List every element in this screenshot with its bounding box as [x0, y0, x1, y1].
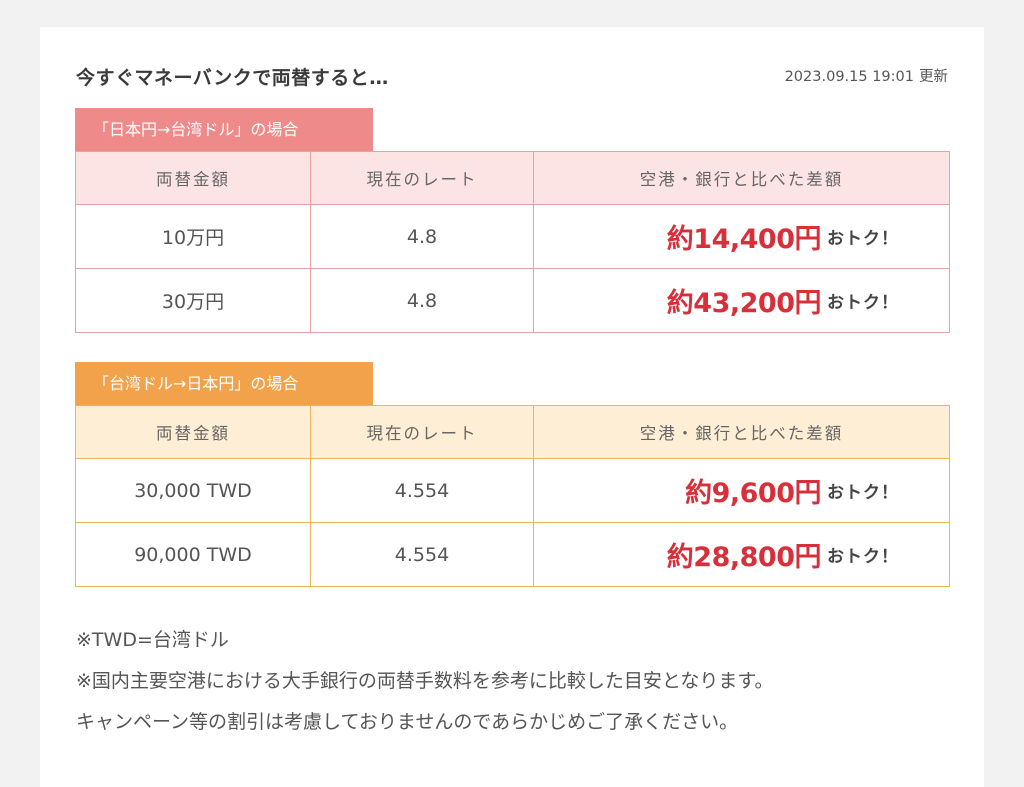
column-header-saving: 空港・銀行と比べた差額: [533, 405, 950, 459]
saving-suffix: おトク！: [827, 483, 899, 503]
page-title: 今すぐマネーバンクで両替すると…: [76, 67, 389, 89]
section-tab-twd-to-jpy: 「台湾ドル→日本円」の場合: [75, 362, 373, 405]
column-header-amount: 両替金額: [75, 405, 311, 459]
column-header-amount: 両替金額: [75, 151, 311, 205]
section-jpy-to-twd: 「日本円→台湾ドル」の場合 両替金額 現在のレート 空港・銀行と比べた差額 10…: [75, 108, 950, 333]
footnotes: ※TWD=台湾ドル ※国内主要空港における大手銀行の両替手数料を参考に比較した目…: [76, 625, 956, 748]
cell-saving: 約14,400円 おトク！: [533, 204, 950, 269]
table-row: 10万円 4.8 約14,400円 おトク！: [75, 204, 950, 269]
card-header: 今すぐマネーバンクで両替すると… 2023.09.15 19:01 更新: [76, 63, 948, 89]
column-header-rate: 現在のレート: [310, 405, 534, 459]
note-campaign-disclaimer: キャンペーン等の割引は考慮しておりませんのであらかじめご了承ください。: [76, 711, 739, 733]
last-updated: 2023.09.15 19:01 更新: [785, 65, 948, 86]
saving-amount: 約9,600円: [685, 478, 821, 509]
saving-amount: 約43,200円: [666, 288, 822, 319]
cell-amount: 90,000 TWD: [75, 522, 311, 587]
cell-rate: 4.554: [310, 458, 534, 523]
table-row: 30万円 4.8 約43,200円 おトク！: [75, 268, 950, 333]
exchange-rate-card: 今すぐマネーバンクで両替すると… 2023.09.15 19:01 更新 「日本円…: [40, 27, 984, 787]
note-comparison-basis: ※国内主要空港における大手銀行の両替手数料を参考に比較した目安となります。: [76, 670, 774, 692]
cell-amount: 10万円: [75, 204, 311, 269]
cell-saving: 約43,200円 おトク！: [533, 268, 950, 333]
section-tab-jpy-to-twd: 「日本円→台湾ドル」の場合: [75, 108, 373, 151]
updated-label: 更新: [919, 69, 948, 85]
cell-amount: 30,000 TWD: [75, 458, 311, 523]
cell-amount: 30万円: [75, 268, 311, 333]
column-header-saving: 空港・銀行と比べた差額: [533, 151, 950, 205]
saving-suffix: おトク！: [827, 547, 899, 567]
section-twd-to-jpy: 「台湾ドル→日本円」の場合 両替金額 現在のレート 空港・銀行と比べた差額 30…: [75, 362, 950, 587]
table-row: 90,000 TWD 4.554 約28,800円 おトク！: [75, 522, 950, 587]
cell-rate: 4.8: [310, 268, 534, 333]
column-header-rate: 現在のレート: [310, 151, 534, 205]
cell-saving: 約9,600円 おトク！: [533, 458, 950, 523]
table-header-row: 両替金額 現在のレート 空港・銀行と比べた差額: [75, 405, 950, 459]
note-twd-definition: ※TWD=台湾ドル: [76, 629, 229, 651]
saving-suffix: おトク！: [827, 229, 899, 249]
rate-table-jpy-to-twd: 両替金額 現在のレート 空港・銀行と比べた差額 10万円 4.8 約14,400…: [75, 151, 950, 333]
saving-suffix: おトク！: [827, 293, 899, 313]
cell-rate: 4.554: [310, 522, 534, 587]
cell-rate: 4.8: [310, 204, 534, 269]
saving-amount: 約28,800円: [666, 542, 822, 573]
updated-datetime: 2023.09.15 19:01: [784, 69, 914, 85]
table-row: 30,000 TWD 4.554 約9,600円 おトク！: [75, 458, 950, 523]
cell-saving: 約28,800円 おトク！: [533, 522, 950, 587]
saving-amount: 約14,400円: [666, 224, 822, 255]
table-header-row: 両替金額 現在のレート 空港・銀行と比べた差額: [75, 151, 950, 205]
rate-table-twd-to-jpy: 両替金額 現在のレート 空港・銀行と比べた差額 30,000 TWD 4.554…: [75, 405, 950, 587]
